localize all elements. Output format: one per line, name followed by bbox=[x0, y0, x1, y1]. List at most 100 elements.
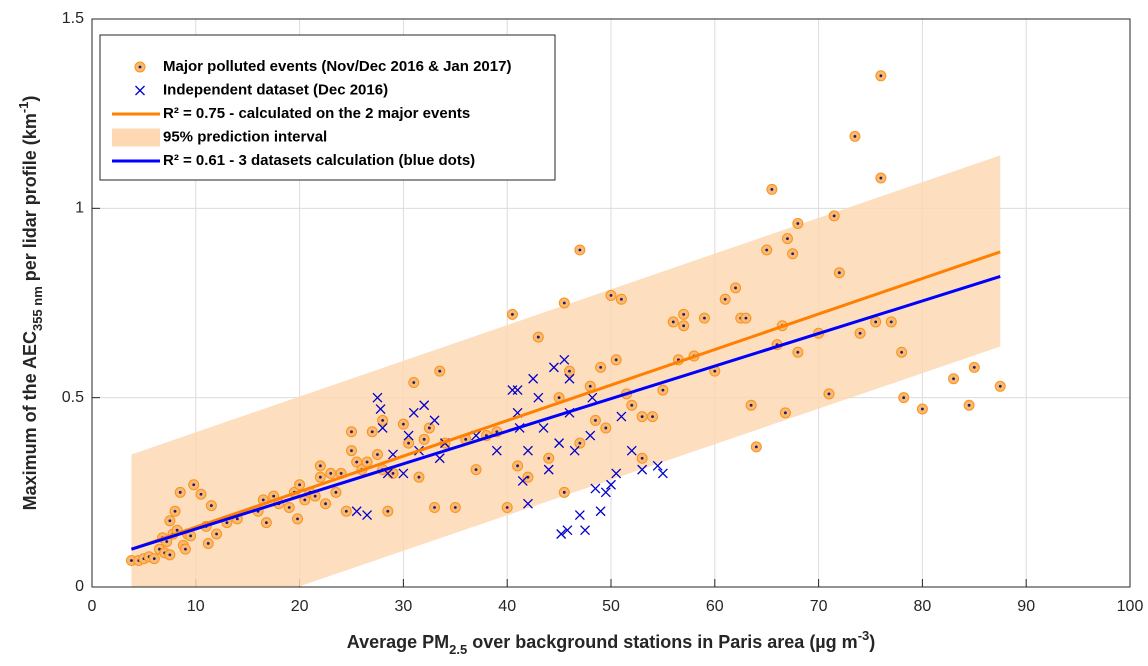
circle-dot bbox=[682, 312, 686, 316]
circle-dot bbox=[165, 540, 169, 543]
x-marker bbox=[564, 373, 575, 384]
circle-marker bbox=[626, 399, 638, 411]
circle-dot bbox=[604, 426, 608, 430]
circle-marker bbox=[543, 452, 555, 464]
circle-marker bbox=[657, 384, 669, 396]
circle-marker bbox=[605, 289, 617, 301]
circle-dot bbox=[921, 407, 924, 411]
circle-dot bbox=[516, 464, 519, 468]
circle-dot bbox=[651, 415, 654, 418]
circle-marker bbox=[678, 320, 690, 332]
y-axis-label: Maximum of the AEC355 nm per lidar profi… bbox=[16, 96, 45, 511]
circle-dot bbox=[599, 365, 603, 369]
circle-dot bbox=[225, 521, 229, 525]
x-marker bbox=[135, 85, 145, 96]
circle-dot bbox=[967, 403, 971, 407]
circle-dot bbox=[365, 460, 369, 464]
x-label-sup: -3 bbox=[858, 628, 870, 643]
circle-marker bbox=[340, 505, 352, 517]
circle-dot bbox=[261, 498, 265, 502]
x-tick-label: 60 bbox=[706, 598, 724, 615]
circle-marker bbox=[260, 517, 272, 529]
legend-label: Independent dataset (Dec 2016) bbox=[163, 81, 388, 98]
circle-marker bbox=[636, 411, 648, 423]
x-tick-label: 20 bbox=[291, 598, 309, 615]
y-tick-label: 0 bbox=[75, 578, 84, 595]
circle-marker bbox=[377, 414, 389, 426]
circle-dot bbox=[339, 472, 343, 475]
circle-dot bbox=[614, 358, 618, 362]
legend-label: Major polluted events (Nov/Dec 2016 & Ja… bbox=[163, 58, 511, 75]
circle-dot bbox=[902, 396, 906, 400]
circle-marker bbox=[595, 361, 607, 373]
circle-dot bbox=[832, 214, 836, 218]
circle-dot bbox=[619, 297, 623, 301]
circle-marker bbox=[636, 452, 648, 464]
x-marker bbox=[556, 529, 567, 539]
circle-marker bbox=[408, 377, 420, 389]
circle-marker bbox=[558, 297, 570, 309]
circle-dot bbox=[640, 415, 644, 418]
circle-dot bbox=[329, 472, 333, 475]
x-marker bbox=[590, 483, 601, 494]
x-tick-label: 10 bbox=[187, 598, 205, 615]
x-marker bbox=[543, 464, 554, 475]
x-marker bbox=[434, 453, 445, 464]
circle-dot bbox=[505, 506, 509, 509]
circle-dot bbox=[568, 369, 571, 373]
circle-dot bbox=[900, 350, 904, 354]
circle-marker bbox=[164, 549, 176, 561]
circle-marker bbox=[179, 543, 191, 555]
circle-marker bbox=[164, 515, 176, 527]
circle-marker bbox=[968, 361, 980, 373]
circle-dot bbox=[324, 502, 327, 506]
circle-marker bbox=[330, 486, 342, 498]
circle-dot bbox=[972, 365, 976, 369]
circle-dot bbox=[168, 553, 172, 557]
legend-label: R² = 0.75 - calculated on the 2 major ev… bbox=[163, 105, 470, 122]
circle-dot bbox=[422, 437, 426, 441]
x-marker bbox=[626, 445, 637, 456]
circle-marker bbox=[148, 553, 160, 565]
circle-dot bbox=[344, 509, 348, 513]
x-marker bbox=[517, 476, 528, 486]
y-tick-label: 0.5 bbox=[62, 389, 84, 406]
circle-dot bbox=[303, 498, 307, 502]
circle-marker bbox=[211, 528, 223, 540]
circle-marker bbox=[366, 426, 378, 438]
circle-dot bbox=[453, 506, 457, 509]
x-marker bbox=[611, 468, 622, 479]
y-label-part: ) bbox=[20, 96, 40, 102]
x-marker bbox=[528, 373, 539, 384]
circle-dot bbox=[427, 426, 431, 430]
circle-dot bbox=[588, 384, 592, 388]
circle-marker bbox=[449, 501, 461, 513]
circle-dot bbox=[370, 430, 374, 434]
circle-marker bbox=[506, 308, 518, 320]
x-marker bbox=[657, 468, 668, 479]
circle-marker bbox=[792, 217, 804, 229]
circle-dot bbox=[355, 460, 359, 464]
circle-dot bbox=[713, 369, 717, 373]
circle-dot bbox=[630, 403, 634, 407]
circle-dot bbox=[318, 464, 322, 468]
circle-marker bbox=[948, 373, 960, 385]
y-label-part: Maximum of the AEC bbox=[20, 331, 40, 510]
x-tick-label: 50 bbox=[602, 598, 620, 615]
circle-dot bbox=[879, 176, 883, 180]
circle-marker bbox=[169, 505, 181, 517]
circle-marker bbox=[615, 293, 627, 305]
circle-marker bbox=[761, 244, 773, 256]
x-marker bbox=[538, 423, 549, 433]
circle-marker bbox=[647, 411, 659, 423]
circle-marker bbox=[854, 327, 866, 339]
circle-dot bbox=[417, 475, 421, 479]
legend: Major polluted events (Nov/Dec 2016 & Ja… bbox=[99, 34, 556, 181]
circle-marker bbox=[325, 467, 337, 479]
circle-marker bbox=[361, 456, 373, 468]
circle-marker bbox=[320, 498, 332, 510]
circle-marker bbox=[314, 471, 326, 483]
circle-marker bbox=[709, 365, 721, 377]
circle-dot bbox=[671, 320, 675, 324]
